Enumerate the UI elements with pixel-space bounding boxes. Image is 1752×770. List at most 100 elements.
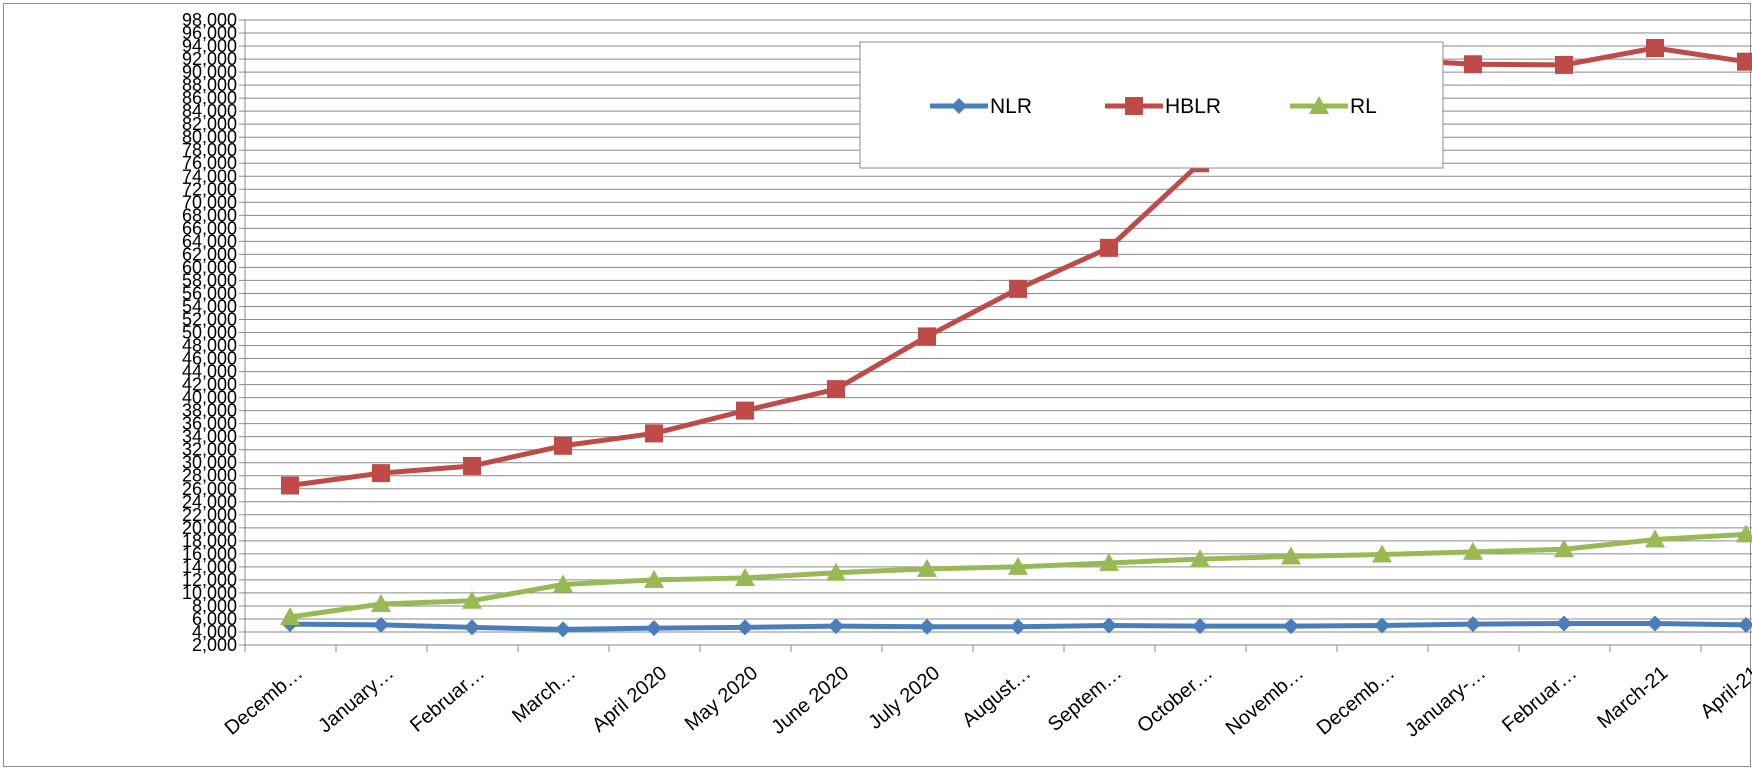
y-tick-label: 2,000: [192, 635, 237, 655]
y-tick-label: 58,000: [182, 270, 237, 290]
x-tick-label: April-21: [1696, 662, 1752, 723]
series-nlr: [282, 615, 1752, 638]
data-point: [1737, 52, 1752, 71]
data-point: [371, 593, 391, 612]
series-line: [289, 531, 1747, 620]
x-tick-label: June 2020: [768, 662, 854, 739]
y-tick-label: 76,000: [182, 153, 237, 173]
y-tick-label: 8,000: [192, 596, 237, 616]
y-tick-label: 42,000: [182, 375, 237, 395]
data-point: [1374, 617, 1390, 634]
data-point: [555, 621, 571, 638]
data-point: [735, 567, 755, 586]
data-point: [373, 616, 389, 633]
legend-marker: [951, 98, 967, 114]
y-tick-label: 34,000: [182, 427, 237, 447]
x-tick-label: October…: [1133, 662, 1217, 737]
y-tick-label: 96,000: [182, 23, 237, 43]
y-tick-label: 78,000: [182, 140, 237, 160]
series-rl: [280, 524, 1752, 626]
data-point: [1554, 539, 1574, 558]
x-tick-label: January-…: [1401, 662, 1490, 742]
data-point: [1738, 616, 1752, 633]
y-tick-label: 82,000: [182, 114, 237, 134]
data-point: [826, 562, 846, 581]
data-point: [372, 464, 390, 483]
y-tick-label: 16,000: [182, 544, 237, 564]
y-tick-label: 12,000: [182, 570, 237, 590]
data-point: [1465, 616, 1481, 633]
data-point: [646, 620, 662, 637]
x-tick-label: March-21: [1593, 662, 1672, 733]
data-point: [1101, 617, 1117, 634]
x-tick-label: Februar…: [1498, 662, 1581, 737]
legend-marker: [1125, 97, 1143, 115]
data-point: [1008, 556, 1028, 575]
legend: NLR HBLR RL: [859, 41, 1444, 169]
x-tick-label: March…: [508, 662, 580, 727]
y-tick-label: 64,000: [182, 231, 237, 251]
x-tick-label: Septem…: [1044, 662, 1126, 736]
y-tick-label: 68,000: [182, 205, 237, 225]
data-point: [1736, 524, 1752, 543]
x-tick-label: May 2020: [681, 662, 762, 735]
y-tick-label: 24,000: [182, 492, 237, 512]
data-point: [280, 607, 300, 626]
data-point: [737, 619, 753, 636]
data-point: [553, 574, 573, 593]
y-tick-label: 60,000: [182, 257, 237, 277]
x-tick-label: Decemb…: [221, 662, 308, 740]
y-tick-label: 22,000: [182, 505, 237, 525]
data-point: [918, 327, 936, 346]
x-tick-label: July 2020: [864, 662, 944, 734]
y-tick-label: 46,000: [182, 349, 237, 369]
y-tick-label: 56,000: [182, 283, 237, 303]
y-tick-label: 90,000: [182, 62, 237, 82]
legend-label: NLR: [990, 95, 1032, 118]
y-tick-label: 62,000: [182, 244, 237, 264]
y-tick-label: 32,000: [182, 440, 237, 460]
y-tick-label: 26,000: [182, 479, 237, 499]
y-tick-label: 14,000: [182, 557, 237, 577]
y-tick-label: 80,000: [182, 127, 237, 147]
data-point: [464, 619, 480, 636]
data-point: [827, 380, 845, 399]
y-tick-label: 30,000: [182, 453, 237, 473]
y-tick-label: 38,000: [182, 401, 237, 421]
legend-marker: [1309, 96, 1329, 114]
y-tick-label: 72,000: [182, 179, 237, 199]
legend-label: RL: [1350, 95, 1377, 118]
data-point: [281, 476, 299, 495]
data-point: [554, 436, 572, 455]
data-point: [1646, 38, 1664, 57]
y-tick-label: 20,000: [182, 518, 237, 538]
y-tick-label: 92,000: [182, 49, 237, 69]
y-tick-label: 86,000: [182, 88, 237, 108]
data-point: [462, 590, 482, 609]
y-tick-label: 44,000: [182, 362, 237, 382]
data-point: [1647, 615, 1663, 632]
data-point: [1100, 238, 1118, 257]
data-point: [1009, 279, 1027, 298]
y-tick-label: 10,000: [182, 583, 237, 603]
data-point: [645, 424, 663, 443]
data-point: [1555, 55, 1573, 74]
data-point: [919, 618, 935, 635]
y-tick-label: 50,000: [182, 323, 237, 343]
y-tick-label: 88,000: [182, 75, 237, 95]
y-tick-label: 94,000: [182, 36, 237, 56]
data-point: [1645, 529, 1665, 548]
data-point: [1283, 618, 1299, 635]
y-tick-label: 74,000: [182, 166, 237, 186]
data-point: [463, 456, 481, 475]
data-point: [1190, 549, 1210, 568]
y-tick-label: 28,000: [182, 466, 237, 486]
y-tick-label: 66,000: [182, 218, 237, 238]
x-tick-label: April 2020: [588, 662, 671, 737]
data-point: [1099, 552, 1119, 571]
x-tick-label: Februar…: [406, 662, 489, 737]
y-tick-label: 54,000: [182, 296, 237, 316]
x-tick-label: Decemb…: [1313, 662, 1400, 740]
data-point: [917, 558, 937, 577]
